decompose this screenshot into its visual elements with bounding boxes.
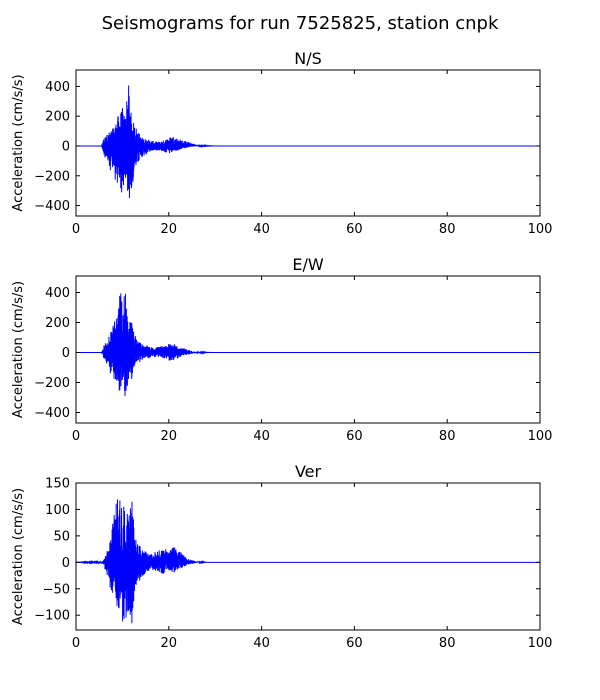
x-tick-label: 40 xyxy=(253,636,270,651)
x-tick-label: 80 xyxy=(439,636,456,651)
y-tick-label: 0 xyxy=(62,346,70,361)
y-tick-label: 100 xyxy=(45,503,70,518)
x-tick-label: 40 xyxy=(253,222,270,237)
y-tick-label: 50 xyxy=(53,529,70,544)
x-tick-label: 60 xyxy=(346,222,363,237)
figure-title: Seismograms for run 7525825, station cnp… xyxy=(102,13,499,34)
y-tick-label: −200 xyxy=(34,169,70,184)
panel-title: E/W xyxy=(292,255,324,274)
x-tick-label: 0 xyxy=(72,636,80,651)
panel-1: E/W Acceleration (cm/s/s) 0 20 40 60 80 100 −400… xyxy=(11,255,552,444)
y-tick-label: 400 xyxy=(45,80,70,95)
y-tick-label: 150 xyxy=(45,477,70,492)
y-tick-label: −400 xyxy=(34,406,70,421)
x-tick-label: 60 xyxy=(346,636,363,651)
plot-frame xyxy=(75,275,541,424)
plot-frame xyxy=(75,69,541,217)
x-tick-label: 0 xyxy=(72,429,80,444)
y-tick-label: −400 xyxy=(34,199,70,214)
y-tick-label: −200 xyxy=(34,376,70,391)
x-tick-label: 20 xyxy=(161,222,178,237)
x-tick-label: 20 xyxy=(161,429,178,444)
y-tick-label: 0 xyxy=(62,139,70,154)
series-line xyxy=(76,293,540,397)
x-tick-label: 40 xyxy=(253,429,270,444)
x-tick-label: 100 xyxy=(528,222,553,237)
y-tick-label: −50 xyxy=(43,582,70,597)
x-tick-label: 0 xyxy=(72,222,80,237)
y-axis-label: Acceleration (cm/s/s) xyxy=(11,74,26,211)
x-tick-label: 100 xyxy=(528,429,553,444)
series-line xyxy=(76,499,540,624)
x-tick-label: 80 xyxy=(439,429,456,444)
panel-2: Ver Acceleration (cm/s/s) 0 20 40 60 80 100 −100… xyxy=(11,462,552,651)
y-tick-label: −100 xyxy=(34,609,70,624)
panel-title: Ver xyxy=(295,462,322,481)
y-tick-label: 0 xyxy=(62,556,70,571)
y-tick-label: 400 xyxy=(45,286,70,301)
y-tick-label: 200 xyxy=(45,110,70,125)
series-line xyxy=(76,85,540,199)
x-tick-label: 80 xyxy=(439,222,456,237)
y-axis-label: Acceleration (cm/s/s) xyxy=(11,281,26,418)
panel-0: N/S Acceleration (cm/s/s) 0 20 40 60 80 100 −400… xyxy=(11,49,552,237)
x-tick-label: 100 xyxy=(528,636,553,651)
x-tick-label: 60 xyxy=(346,429,363,444)
y-axis-label: Acceleration (cm/s/s) xyxy=(11,488,26,625)
panel-title: N/S xyxy=(294,49,322,68)
x-tick-label: 20 xyxy=(161,636,178,651)
plot-frame xyxy=(75,482,541,631)
y-tick-label: 200 xyxy=(45,316,70,331)
